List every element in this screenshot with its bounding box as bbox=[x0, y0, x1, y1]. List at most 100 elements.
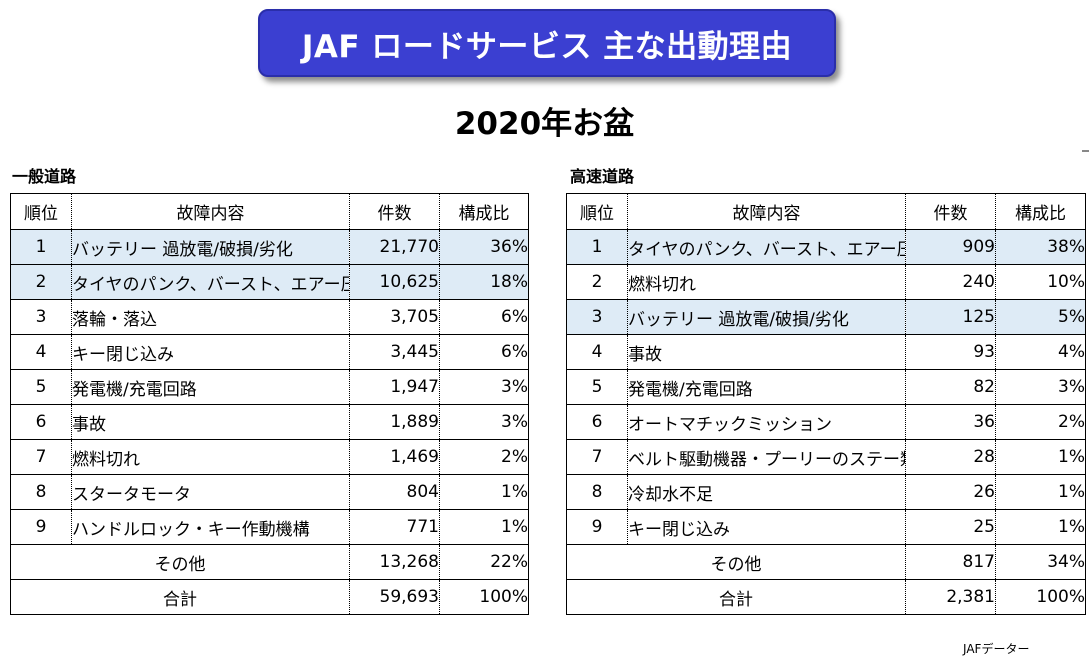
count-cell: 21,770 bbox=[349, 229, 440, 265]
header-pct: 構成比 bbox=[439, 193, 529, 230]
pct-cell: 2% bbox=[995, 404, 1086, 440]
count-cell: 909 bbox=[905, 229, 996, 265]
rank-cell: 3 bbox=[566, 299, 628, 335]
item-cell: タイヤのパンク、バースト、エアー圧不足 bbox=[627, 229, 906, 265]
item-cell: スタータモータ bbox=[71, 474, 350, 510]
pct-cell: 34% bbox=[995, 544, 1086, 580]
total-row: 合計 59,693 100% bbox=[10, 579, 529, 615]
item-cell: 燃料切れ bbox=[71, 439, 350, 475]
other-label: その他 bbox=[566, 544, 906, 580]
table-row: 3 バッテリー 過放電/破損/劣化 125 5% bbox=[566, 299, 1086, 335]
rank-cell: 7 bbox=[10, 439, 72, 475]
table-row: 8 冷却水不足 26 1% bbox=[566, 474, 1086, 510]
pct-cell: 100% bbox=[439, 579, 529, 615]
pct-cell: 22% bbox=[439, 544, 529, 580]
section-label-general-road: 一般道路 bbox=[12, 167, 77, 186]
item-cell: 落輪・落込 bbox=[71, 299, 350, 335]
count-cell: 26 bbox=[905, 474, 996, 510]
count-cell: 771 bbox=[349, 509, 440, 545]
header-pct: 構成比 bbox=[995, 193, 1086, 230]
pct-cell: 3% bbox=[439, 404, 529, 440]
rank-cell: 2 bbox=[10, 264, 72, 300]
table-row: 4 事故 93 4% bbox=[566, 334, 1086, 370]
pct-cell: 3% bbox=[439, 369, 529, 405]
header-item: 故障内容 bbox=[627, 193, 906, 230]
item-cell: バッテリー 過放電/破損/劣化 bbox=[627, 299, 906, 335]
header-item: 故障内容 bbox=[71, 193, 350, 230]
pct-cell: 36% bbox=[439, 229, 529, 265]
pct-cell: 4% bbox=[995, 334, 1086, 370]
title-banner: JAF ロードサービス 主な出動理由 bbox=[258, 9, 836, 77]
count-cell: 1,889 bbox=[349, 404, 440, 440]
item-cell: 事故 bbox=[71, 404, 350, 440]
pct-cell: 1% bbox=[439, 509, 529, 545]
table-row: 6 事故 1,889 3% bbox=[10, 404, 529, 440]
count-cell: 240 bbox=[905, 264, 996, 300]
edge-divider bbox=[1082, 150, 1089, 152]
item-cell: ベルト駆動機器・プーリーのステー類 bbox=[627, 439, 906, 475]
pct-cell: 10% bbox=[995, 264, 1086, 300]
count-cell: 3,705 bbox=[349, 299, 440, 335]
table-row: 7 燃料切れ 1,469 2% bbox=[10, 439, 529, 475]
pct-cell: 6% bbox=[439, 334, 529, 370]
rank-cell: 2 bbox=[566, 264, 628, 300]
subtitle: 2020年お盆 bbox=[454, 106, 635, 142]
pct-cell: 2% bbox=[439, 439, 529, 475]
rank-cell: 1 bbox=[10, 229, 72, 265]
rank-cell: 8 bbox=[10, 474, 72, 510]
pct-cell: 1% bbox=[439, 474, 529, 510]
table-row: 1 タイヤのパンク、バースト、エアー圧不足 909 38% bbox=[566, 229, 1086, 265]
count-cell: 3,445 bbox=[349, 334, 440, 370]
pct-cell: 6% bbox=[439, 299, 529, 335]
rank-cell: 9 bbox=[566, 509, 628, 545]
count-cell: 1,947 bbox=[349, 369, 440, 405]
pct-cell: 1% bbox=[995, 474, 1086, 510]
item-cell: タイヤのパンク、バースト、エアー圧不足 bbox=[71, 264, 350, 300]
rank-cell: 9 bbox=[10, 509, 72, 545]
count-cell: 36 bbox=[905, 404, 996, 440]
item-cell: オートマチックミッション bbox=[627, 404, 906, 440]
count-cell: 28 bbox=[905, 439, 996, 475]
count-cell: 804 bbox=[349, 474, 440, 510]
rank-cell: 8 bbox=[566, 474, 628, 510]
rank-cell: 6 bbox=[566, 404, 628, 440]
table-row: 8 スタータモータ 804 1% bbox=[10, 474, 529, 510]
total-label: 合計 bbox=[10, 579, 350, 615]
table-header-row: 順位 故障内容 件数 構成比 bbox=[566, 193, 1086, 230]
rank-cell: 1 bbox=[566, 229, 628, 265]
count-cell: 2,381 bbox=[905, 579, 996, 615]
item-cell: ハンドルロック・キー作動機構 bbox=[71, 509, 350, 545]
header-count: 件数 bbox=[905, 193, 996, 230]
count-cell: 59,693 bbox=[349, 579, 440, 615]
rank-cell: 7 bbox=[566, 439, 628, 475]
item-cell: 発電機/充電回路 bbox=[71, 369, 350, 405]
rank-cell: 4 bbox=[10, 334, 72, 370]
other-row: その他 817 34% bbox=[566, 544, 1086, 580]
rank-cell: 4 bbox=[566, 334, 628, 370]
rank-cell: 5 bbox=[566, 369, 628, 405]
count-cell: 93 bbox=[905, 334, 996, 370]
rank-cell: 3 bbox=[10, 299, 72, 335]
rank-cell: 6 bbox=[10, 404, 72, 440]
other-label: その他 bbox=[10, 544, 350, 580]
pct-cell: 38% bbox=[995, 229, 1086, 265]
table-header-row: 順位 故障内容 件数 構成比 bbox=[10, 193, 529, 230]
pct-cell: 18% bbox=[439, 264, 529, 300]
table-row: 3 落輪・落込 3,705 6% bbox=[10, 299, 529, 335]
item-cell: 事故 bbox=[627, 334, 906, 370]
pct-cell: 1% bbox=[995, 509, 1086, 545]
count-cell: 1,469 bbox=[349, 439, 440, 475]
pct-cell: 3% bbox=[995, 369, 1086, 405]
count-cell: 13,268 bbox=[349, 544, 440, 580]
table-row: 2 燃料切れ 240 10% bbox=[566, 264, 1086, 300]
general-road-table: 順位 故障内容 件数 構成比 1 バッテリー 過放電/破損/劣化 21,770 … bbox=[10, 193, 529, 615]
source-note: JAFデーター bbox=[963, 642, 1030, 656]
count-cell: 25 bbox=[905, 509, 996, 545]
item-cell: 冷却水不足 bbox=[627, 474, 906, 510]
table-row: 4 キー閉じ込み 3,445 6% bbox=[10, 334, 529, 370]
header-rank: 順位 bbox=[566, 193, 628, 230]
table-row: 2 タイヤのパンク、バースト、エアー圧不足 10,625 18% bbox=[10, 264, 529, 300]
table-row: 5 発電機/充電回路 82 3% bbox=[566, 369, 1086, 405]
rank-cell: 5 bbox=[10, 369, 72, 405]
item-cell: バッテリー 過放電/破損/劣化 bbox=[71, 229, 350, 265]
